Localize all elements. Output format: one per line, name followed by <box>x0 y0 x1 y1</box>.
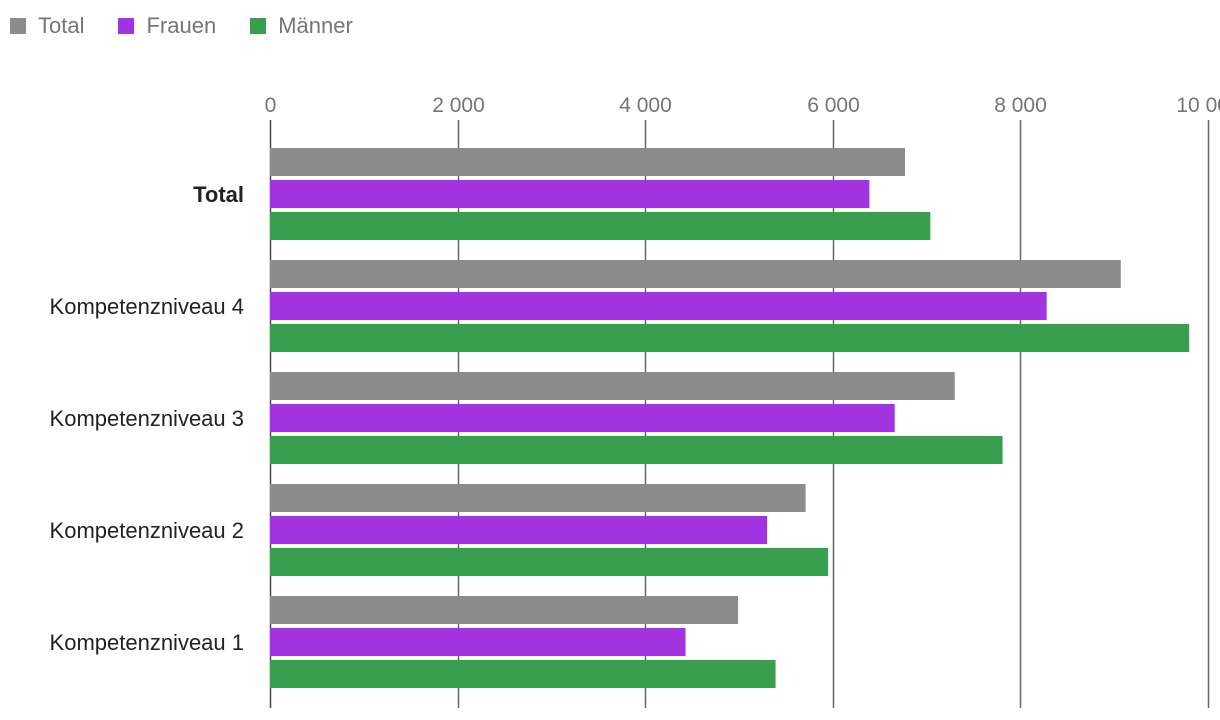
category-label: Kompetenzniveau 4 <box>50 294 244 319</box>
bar-m-nner-0[interactable] <box>270 212 931 240</box>
bar-total-3[interactable] <box>270 484 806 512</box>
legend-label-maenner: Männer <box>278 13 353 38</box>
legend-swatch-maenner <box>250 18 267 34</box>
legend-item-maenner[interactable]: Männer <box>250 13 353 39</box>
bar-m-nner-4[interactable] <box>270 660 776 688</box>
bar-total-4[interactable] <box>270 596 739 624</box>
bar-frauen-4[interactable] <box>270 628 686 656</box>
legend-label-total: Total <box>38 13 85 38</box>
bar-total-0[interactable] <box>270 148 906 176</box>
bar-total-2[interactable] <box>270 372 955 400</box>
x-tick-label: 2 000 <box>432 94 485 117</box>
category-label: Kompetenzniveau 1 <box>50 630 244 655</box>
x-tick-label: 4 000 <box>619 94 672 117</box>
bar-m-nner-1[interactable] <box>270 324 1190 352</box>
x-tick-label: 6 000 <box>807 94 860 117</box>
legend-swatch-total <box>10 18 26 34</box>
legend-swatch-frauen <box>118 18 135 34</box>
bar-m-nner-3[interactable] <box>270 548 829 576</box>
x-tick-label: 8 000 <box>994 94 1047 117</box>
bar-frauen-3[interactable] <box>270 516 768 544</box>
bars <box>270 148 1190 688</box>
category-labels: Total Kompetenzniveau 4 Kompetenzniveau 3 K… <box>50 182 244 655</box>
bar-frauen-0[interactable] <box>270 180 870 208</box>
legend-item-frauen[interactable]: Frauen <box>118 13 216 39</box>
x-axis-ticks: 0 2 000 4 000 6 000 8 000 10 000 <box>265 94 1220 117</box>
legend-item-total[interactable]: Total <box>10 13 84 39</box>
bar-total-1[interactable] <box>270 260 1121 288</box>
chart-legend: Total Frauen Männer <box>10 10 353 42</box>
bar-frauen-1[interactable] <box>270 292 1047 320</box>
category-label: Total <box>193 182 244 207</box>
bar-m-nner-2[interactable] <box>270 436 1003 464</box>
category-label: Kompetenzniveau 3 <box>50 406 244 431</box>
legend-label-frauen: Frauen <box>146 13 217 38</box>
x-tick-label: 10 000 <box>1176 94 1220 117</box>
x-tick-label: 0 <box>265 94 277 117</box>
bar-frauen-2[interactable] <box>270 404 895 432</box>
category-label: Kompetenzniveau 2 <box>50 518 244 543</box>
